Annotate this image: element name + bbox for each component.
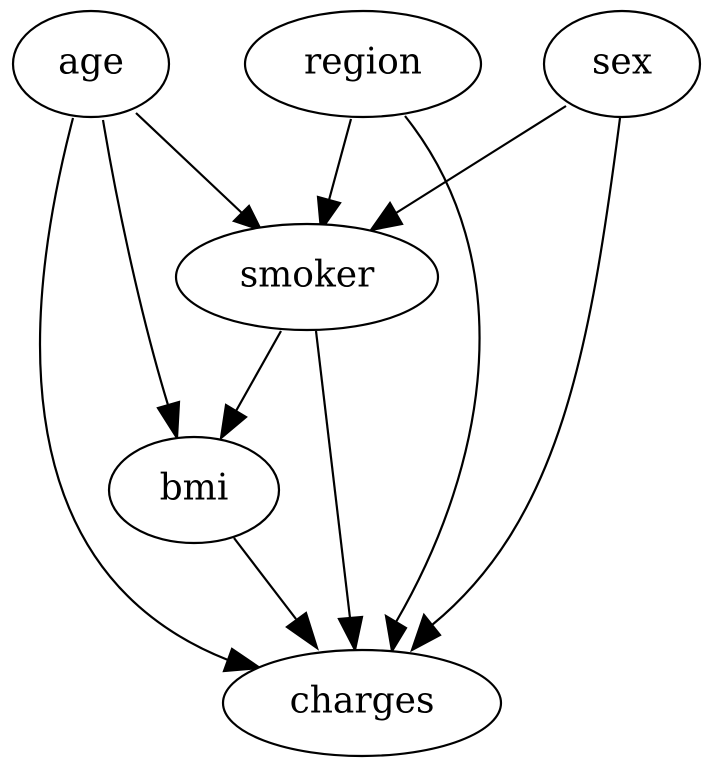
node-age-shape [11,9,171,119]
node-smoker-label: smoker [240,255,375,296]
edge-smoker-bmi [219,330,282,441]
edge-region-charges [384,115,481,655]
edge-age-bmi [101,119,181,442]
node-region-label: region [304,42,422,83]
node-sex-label: sex [592,42,652,83]
edges [38,105,622,673]
nodes: age region sex smoker bmi charges [11,9,702,758]
node-charges: charges [221,648,503,758]
node-bmi-label: bmi [160,468,229,509]
node-bmi-shape [107,435,281,545]
node-sex: sex [542,9,702,119]
node-age-label: age [58,42,124,83]
node-smoker: smoker [174,222,440,332]
node-age: age [11,9,171,119]
node-charges-label: charges [290,681,435,722]
edge-bmi-charges [233,537,320,651]
edge-age-smoker [135,112,264,232]
node-bmi: bmi [107,435,281,545]
edge-sex-smoker [368,105,567,232]
edge-sex-charges [410,117,622,653]
node-region: region [243,9,483,119]
edge-smoker-charges [314,330,364,654]
edge-region-smoker [316,118,353,234]
node-charges-shape [221,648,503,758]
node-smoker-shape [174,222,440,332]
node-sex-shape [542,9,702,119]
edge-age-charges [38,117,264,673]
node-region-shape [243,9,483,119]
